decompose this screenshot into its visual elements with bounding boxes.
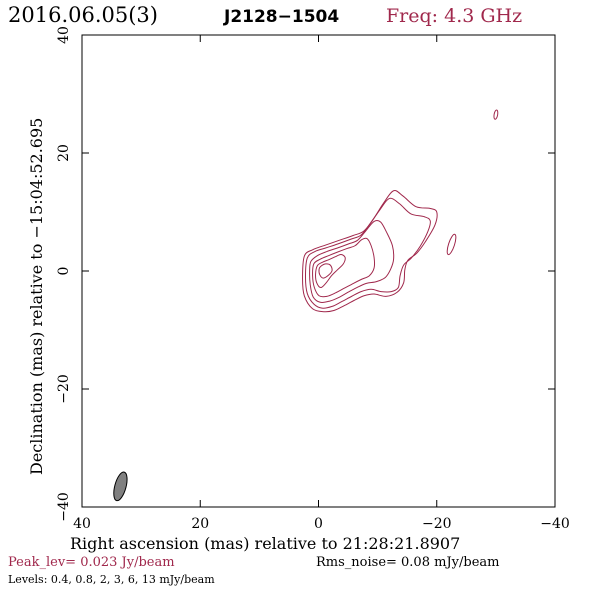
- source-name: J2128−1504: [223, 7, 339, 27]
- component-contour: [446, 233, 457, 256]
- contour-level: [302, 190, 438, 313]
- x-tick-labels: 40 20 0 −20 −40: [73, 516, 570, 532]
- rms-noise: Rms_noise= 0.08 mJy/beam: [316, 555, 499, 570]
- contour-level: [312, 237, 376, 298]
- contour-level: [315, 253, 346, 289]
- contour-levels: Levels: 0.4, 0.8, 2, 3, 6, 13 mJy/beam: [8, 573, 215, 586]
- x-tick-label: −20: [422, 516, 452, 532]
- contour-level: [318, 263, 333, 279]
- y-tick-label: 20: [56, 144, 72, 162]
- y-tick-label: 40: [56, 26, 72, 44]
- secondary-components: [446, 109, 499, 256]
- beam-ellipse: [113, 471, 128, 502]
- observation-date: 2016.06.05(3): [8, 3, 158, 27]
- contour-level: [309, 220, 395, 303]
- component-contour: [493, 109, 499, 120]
- axis-ticks: [81, 34, 556, 508]
- x-tick-label: 0: [314, 516, 323, 532]
- x-tick-label: 40: [73, 516, 91, 532]
- contour-level: [304, 197, 431, 309]
- x-tick-label: −40: [540, 516, 570, 532]
- peak-level: Peak_lev= 0.023 Jy/beam: [8, 555, 175, 570]
- x-axis-label: Right ascension (mas) relative to 21:28:…: [70, 534, 460, 553]
- contour-lines: [302, 190, 438, 313]
- y-axis-label: Declination (mas) relative to −15:04:52.…: [27, 118, 46, 475]
- y-tick-label: −20: [56, 374, 72, 404]
- x-tick-label: 20: [191, 516, 209, 532]
- y-tick-label: 0: [56, 267, 72, 276]
- restoring-beam: [113, 471, 128, 502]
- frequency-label: Freq: 4.3 GHz: [386, 5, 522, 27]
- y-tick-labels: −40 −20 0 20 40: [56, 26, 72, 522]
- y-tick-label: −40: [56, 492, 72, 522]
